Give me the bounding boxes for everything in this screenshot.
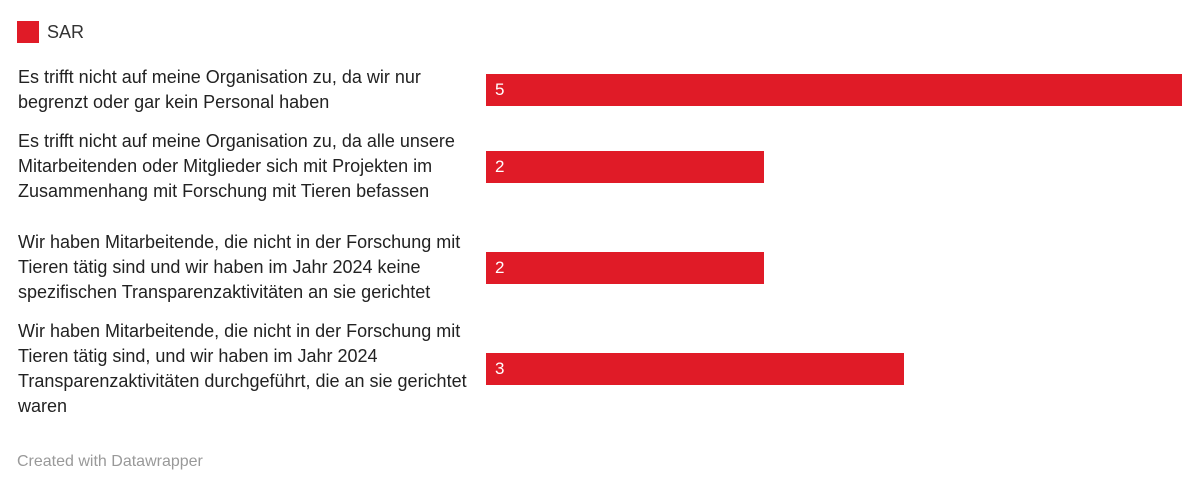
data-label: 3 (495, 358, 505, 378)
bar (486, 251, 765, 284)
category-label: Es trifft nicht auf meine Organisation z… (18, 67, 421, 112)
bar (486, 150, 765, 183)
bar-row: Es trifft nicht auf meine Organisation z… (18, 116, 1188, 217)
footer-credit: Created with Datawrapper (17, 453, 203, 470)
category-label: Es trifft nicht auf meine Organisation z… (18, 131, 455, 201)
category-label: Wir haben Mitarbeitende, die nicht in de… (18, 320, 467, 416)
bar-track: 5 (486, 74, 1182, 106)
legend: SAR (17, 21, 84, 43)
data-label: 2 (495, 257, 505, 277)
legend-swatch (17, 21, 39, 43)
bar-track: 2 (486, 150, 1182, 183)
legend-label: SAR (47, 21, 85, 42)
bar-track: 3 (486, 352, 1182, 385)
bar-chart: Es trifft nicht auf meine Organisation z… (18, 64, 1188, 419)
bar (486, 352, 904, 385)
bar-track: 2 (486, 251, 1182, 284)
bar (486, 74, 1182, 106)
bar-row: Es trifft nicht auf meine Organisation z… (18, 64, 1188, 116)
data-label: 2 (495, 156, 505, 176)
bar-row: Wir haben Mitarbeitende, die nicht in de… (18, 318, 1188, 419)
data-label: 5 (495, 80, 505, 99)
category-label: Wir haben Mitarbeitende, die nicht in de… (18, 232, 461, 302)
bar-row: Wir haben Mitarbeitende, die nicht in de… (18, 217, 1188, 318)
